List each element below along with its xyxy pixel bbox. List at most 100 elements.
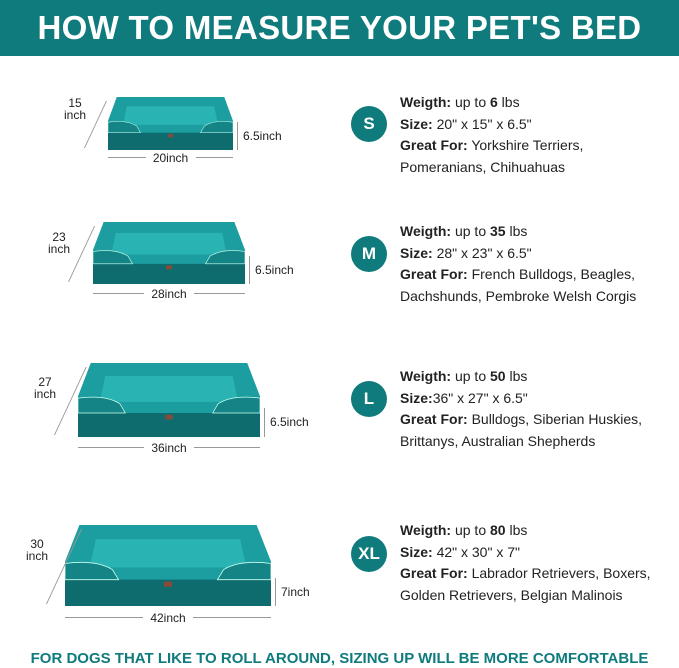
depth-dimension-line <box>68 226 96 282</box>
depth-value: 23 <box>52 230 66 244</box>
great-for-line: Great For: Yorkshire Terriers, <box>400 135 583 157</box>
depth-value: 30 <box>30 537 44 551</box>
depth-dimension: 23 inch <box>46 230 73 256</box>
great-for-label: Great For: <box>400 565 468 581</box>
bed-label-tag <box>165 265 173 270</box>
size-details: Weigth: up to 80 lbs Size: 42" x 30" x 7… <box>400 520 651 606</box>
great-for-breeds-cont: Brittanys, Australian Shepherds <box>400 432 596 449</box>
great-for-breeds-cont: Dachshunds, Pembroke Welsh Corgis <box>400 287 637 304</box>
bed-image <box>93 222 245 284</box>
weight-line: Weigth: up to 35 lbs <box>400 221 636 243</box>
size-line: Size: 20" x 15" x 6.5" <box>400 114 583 136</box>
great-for-line: Great For: Bulldogs, Siberian Huskies, <box>400 409 642 431</box>
depth-unit: inch <box>26 549 49 563</box>
great-for-breeds: Labrador Retrievers, Boxers, <box>467 565 651 581</box>
height-dimension: 6.5inch <box>241 129 284 143</box>
height-dimension: 6.5inch <box>253 263 296 277</box>
bed-armrest-right <box>216 561 271 581</box>
size-badge: XL <box>351 536 387 572</box>
bed-armrest-left <box>108 121 141 134</box>
bed-armrest-left <box>65 561 120 581</box>
bed-armrest-left <box>78 396 126 414</box>
weight-line: Weigth: up to 80 lbs <box>400 520 651 542</box>
size-label: Size: <box>400 244 433 261</box>
weight-prefix: up to <box>451 368 490 384</box>
depth-value: 27 <box>38 375 52 389</box>
size-value: 36" x 27" x 6.5" <box>432 389 528 406</box>
weight-line: Weigth: up to 6 lbs <box>400 92 583 114</box>
bed-image <box>108 97 233 150</box>
depth-unit: inch <box>48 242 71 256</box>
weight-label: Weigth: <box>400 522 452 538</box>
size-label: Size: <box>400 389 433 406</box>
weight-unit: lbs <box>505 368 528 384</box>
bed-label-tag <box>163 581 173 587</box>
size-value: 42" x 30" x 7" <box>432 543 520 560</box>
bed-cushion <box>89 539 247 568</box>
weight-prefix: up to <box>451 522 490 538</box>
size-value: 20" x 15" x 6.5" <box>432 115 532 132</box>
bed-cushion <box>123 106 218 125</box>
header-banner: HOW TO MEASURE YOUR PET'S BED <box>0 0 679 56</box>
size-badge: L <box>351 381 387 417</box>
weight-unit: lbs <box>505 522 528 538</box>
weight-unit: lbs <box>497 94 520 110</box>
size-badge: S <box>351 106 387 142</box>
size-details: Weigth: up to 6 lbs Size: 20" x 15" x 6.… <box>400 92 583 178</box>
width-dimension: 20inch <box>145 152 196 164</box>
weight-label: Weigth: <box>400 223 452 239</box>
great-for-line: Great For: French Bulldogs, Beagles, <box>400 264 636 286</box>
size-line: Size: 28" x 23" x 6.5" <box>400 243 636 265</box>
height-dimension-line <box>275 578 276 606</box>
bed-image <box>78 363 260 437</box>
great-for-line: Great For: Labrador Retrievers, Boxers, <box>400 563 651 585</box>
height-dimension-line <box>264 408 265 437</box>
great-for-breeds-cont: Golden Retrievers, Belgian Malinois <box>400 586 623 603</box>
width-dimension: 28inch <box>144 288 194 300</box>
weight-label: Weigth: <box>400 94 452 110</box>
size-label: Size: <box>400 543 433 560</box>
height-dimension: 7inch <box>279 585 312 599</box>
bed-armrest-right <box>204 250 245 265</box>
bed-base <box>108 131 233 150</box>
page-title: HOW TO MEASURE YOUR PET'S BED <box>37 9 642 46</box>
depth-unit: inch <box>64 108 87 122</box>
bed-armrest-right <box>200 121 233 134</box>
size-value: 28" x 23" x 6.5" <box>432 244 532 261</box>
great-for-label: Great For: <box>400 266 468 282</box>
great-for-breeds-cont: Pomeranians, Chihuahuas <box>400 158 565 175</box>
size-line: Size: 42" x 30" x 7" <box>400 542 651 564</box>
footer-note: FOR DOGS THAT LIKE TO ROLL AROUND, SIZIN… <box>30 650 649 667</box>
bed-label-tag <box>165 414 173 420</box>
width-dimension: 36inch <box>144 442 194 454</box>
height-dimension-line <box>237 122 238 150</box>
bed-cushion <box>99 375 239 402</box>
great-for-label: Great For: <box>400 411 468 427</box>
bed-cushion <box>111 232 227 255</box>
weight-value: 35 <box>490 223 506 239</box>
bed-label-tag <box>168 134 173 138</box>
size-line: Size:36" x 27" x 6.5" <box>400 388 642 410</box>
width-dimension: 42inch <box>143 612 193 624</box>
bed-base <box>93 262 245 284</box>
height-dimension: 6.5inch <box>268 415 311 429</box>
weight-value: 50 <box>490 368 506 384</box>
size-details: Weigth: up to 35 lbs Size: 28" x 23" x 6… <box>400 221 636 307</box>
great-for-breeds: Yorkshire Terriers, <box>467 137 584 153</box>
depth-dimension: 30 inch <box>24 537 51 563</box>
weight-prefix: up to <box>451 223 490 239</box>
weight-line: Weigth: up to 50 lbs <box>400 366 642 388</box>
height-dimension-line <box>249 256 250 284</box>
depth-unit: inch <box>34 387 57 401</box>
size-badge: M <box>351 236 387 272</box>
depth-dimension: 27 inch <box>32 375 59 401</box>
bed-armrest-left <box>93 250 134 265</box>
weight-value: 80 <box>490 522 506 538</box>
size-label: Size: <box>400 115 433 132</box>
depth-value: 15 <box>68 96 82 110</box>
weight-label: Weigth: <box>400 368 452 384</box>
size-details: Weigth: up to 50 lbs Size:36" x 27" x 6.… <box>400 366 642 452</box>
bed-armrest-right <box>212 396 260 414</box>
great-for-label: Great For: <box>400 137 468 153</box>
